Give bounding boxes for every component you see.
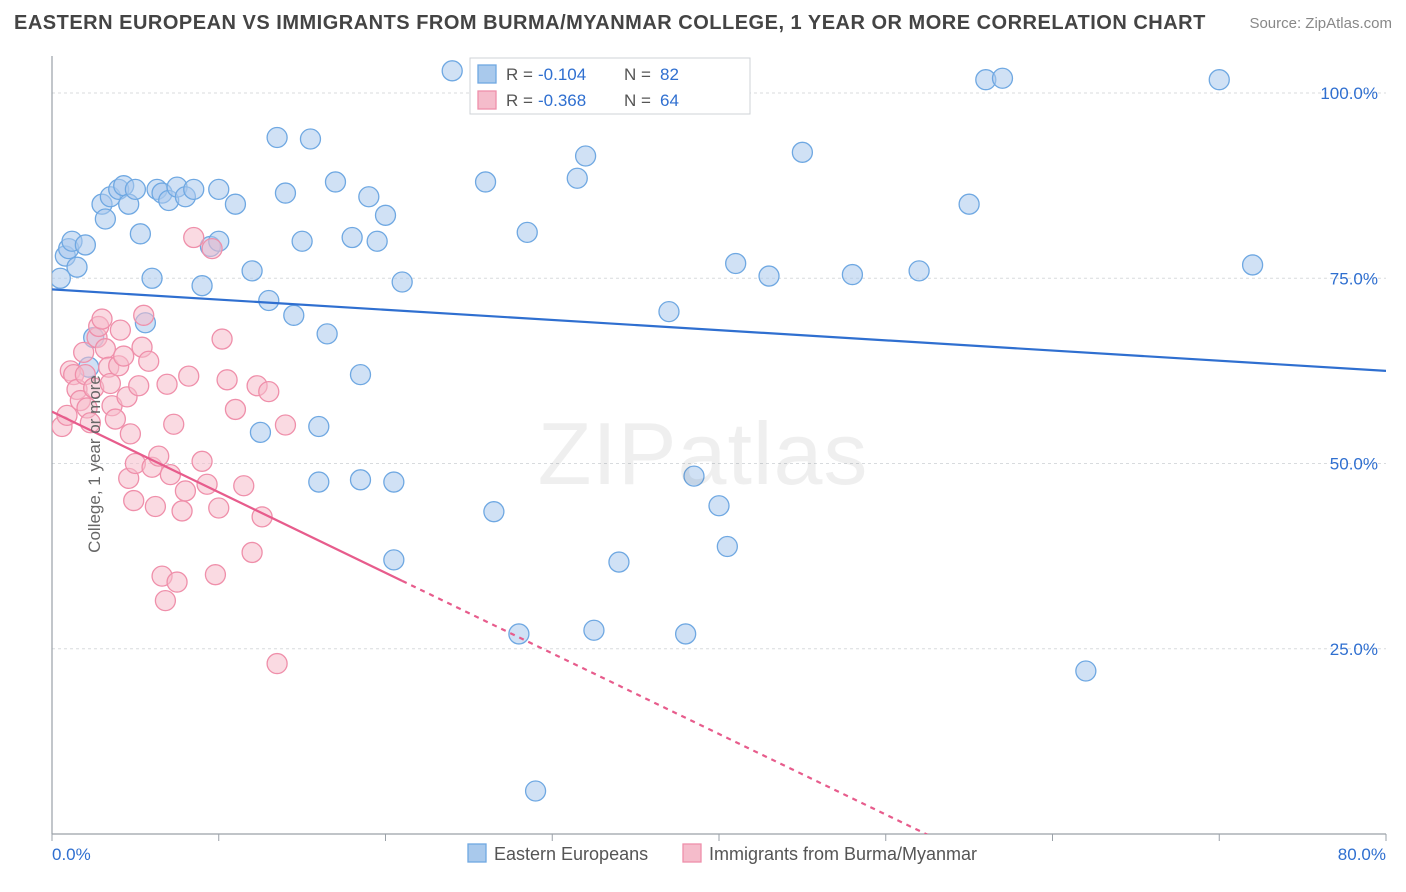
svg-text:N =: N = [624, 65, 651, 84]
svg-text:-0.368: -0.368 [538, 91, 586, 110]
chart-title: EASTERN EUROPEAN VS IMMIGRANTS FROM BURM… [14, 12, 1206, 35]
svg-text:82: 82 [660, 65, 679, 84]
y-axis-label: College, 1 year or more [85, 375, 105, 553]
svg-text:25.0%: 25.0% [1330, 640, 1378, 659]
svg-text:0.0%: 0.0% [52, 845, 91, 864]
chart-area: College, 1 year or more ZIPatlas 25.0%50… [10, 46, 1396, 882]
svg-text:80.0%: 80.0% [1338, 845, 1386, 864]
header: EASTERN EUROPEAN VS IMMIGRANTS FROM BURM… [0, 0, 1406, 46]
svg-text:R =: R = [506, 91, 533, 110]
svg-text:Immigrants from Burma/Myanmar: Immigrants from Burma/Myanmar [709, 844, 977, 864]
svg-text:75.0%: 75.0% [1330, 269, 1378, 288]
scatter-chart: 25.0% 50.0% 75.0% 100.0% 0.0% 80.0% R = -0.104… [10, 46, 1396, 882]
svg-text:50.0%: 50.0% [1330, 455, 1378, 474]
svg-text:R =: R = [506, 65, 533, 84]
svg-text:100.0%: 100.0% [1320, 84, 1378, 103]
svg-text:N =: N = [624, 91, 651, 110]
svg-text:-0.104: -0.104 [538, 65, 586, 84]
svg-text:Eastern Europeans: Eastern Europeans [494, 844, 648, 864]
source-label: Source: ZipAtlas.com [1249, 15, 1392, 32]
svg-text:64: 64 [660, 91, 679, 110]
